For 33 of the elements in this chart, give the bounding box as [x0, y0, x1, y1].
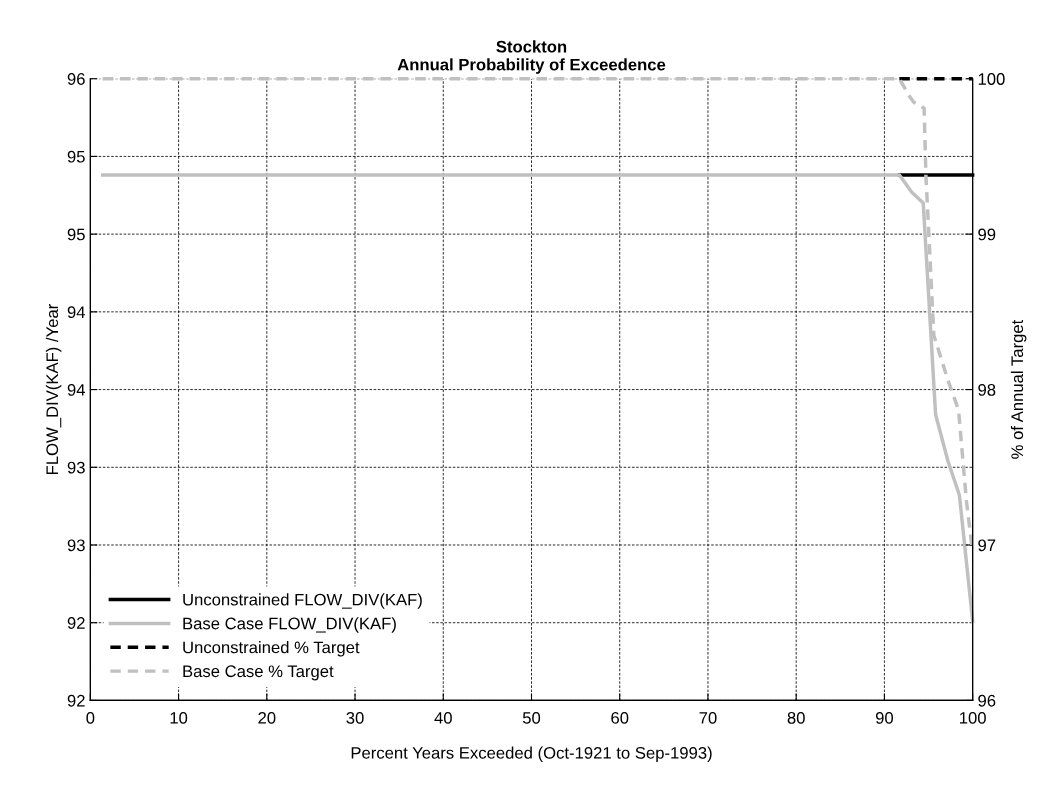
x-tick-label: 0 — [86, 711, 95, 724]
y2-tick-label: 96 — [978, 694, 996, 707]
x-tick-label: 10 — [170, 711, 188, 724]
x-tick-label: 100 — [960, 711, 986, 724]
x-tick-label: 90 — [875, 711, 894, 724]
y-tick-label: 94 — [67, 383, 86, 396]
y-tick-label: 95 — [67, 150, 85, 163]
y-tick-label: 96 — [67, 73, 85, 85]
legend-label: Unconstrained FLOW_DIV(KAF) — [183, 593, 422, 609]
chart-title: Stockton Annual Probability of Exceedence — [397, 40, 666, 74]
y2-axis-title: % of Annual Target — [1010, 319, 1027, 459]
y2-tick-label: 97 — [978, 539, 996, 552]
x-tick-label: 30 — [346, 711, 364, 724]
x-tick-label: 60 — [611, 711, 629, 724]
x-tick-label: 20 — [258, 711, 276, 724]
y2-tick-label: 98 — [978, 383, 996, 396]
x-tick-label: 70 — [699, 711, 717, 724]
y-axis-title: FLOW_DIV(KAF) /Year — [45, 304, 62, 475]
x-axis-title: Percent Years Exceeded (Oct-1921 to Sep-1993) — [351, 746, 712, 763]
legend-label: Unconstrained % Target — [183, 641, 360, 657]
y-tick-label: 93 — [67, 461, 85, 474]
y-tick-label: 92 — [67, 617, 85, 629]
y-tick-label: 94 — [67, 306, 86, 319]
y-tick-label: 95 — [67, 228, 85, 241]
x-tick-label: 40 — [434, 711, 452, 724]
legend-label: Base Case % Target — [183, 665, 334, 681]
legend-label: Base Case FLOW_DIV(KAF) — [183, 617, 396, 633]
y2-tick-label: 99 — [978, 228, 996, 241]
y2-tick-label: 100 — [978, 73, 1005, 85]
y-tick-label: 92 — [67, 694, 85, 707]
x-tick-label: 80 — [787, 711, 805, 724]
x-tick-label: 50 — [522, 711, 541, 724]
y-tick-label: 93 — [67, 539, 85, 552]
